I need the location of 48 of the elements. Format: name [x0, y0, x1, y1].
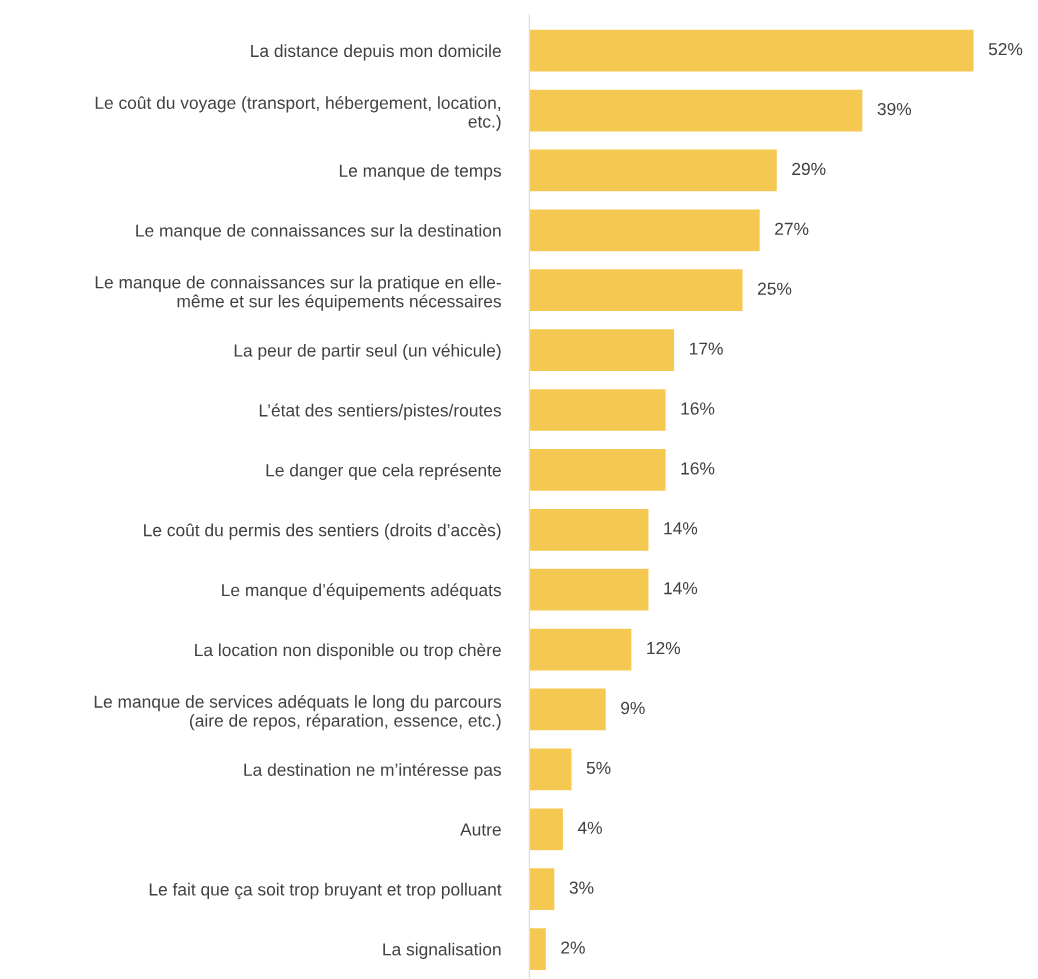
data-label: 16%: [681, 402, 715, 415]
data-label: 52%: [988, 42, 1023, 56]
y-tick-label: Le coût du voyage (transport, hébergement, location, etc.): [95, 96, 501, 132]
y-tick-label: Le manque d’équipements adéquats: [222, 583, 501, 600]
data-label: 16%: [681, 462, 715, 475]
bar: [529, 807, 565, 852]
bar: [529, 148, 779, 193]
y-tick-label: La peur de partir seul (un véhicule): [234, 343, 501, 361]
data-label: 9%: [621, 701, 645, 715]
bar: [529, 926, 548, 972]
data-label: 5%: [586, 761, 611, 775]
bar: [529, 687, 608, 732]
y-tick-label: Le coût du permis des sentiers (droits d’accès): [144, 523, 501, 540]
y-tick-label: Le manque de temps: [339, 164, 501, 181]
y-tick-label: La destination ne m’intéresse pas: [244, 762, 501, 780]
data-label: 14%: [664, 582, 698, 595]
data-label: 27%: [775, 222, 809, 235]
y-tick-label: Le manque de connaissances sur la pratique en elle- même et sur les équipements nécessaires: [95, 275, 501, 311]
y-tick-label: Le manque de services adéquats le long du parcours (aire de repos, réparation, essence, etc.): [94, 694, 502, 731]
bar: [529, 567, 650, 612]
data-label: 2%: [561, 941, 585, 954]
data-label: 25%: [758, 282, 792, 295]
bar: [529, 447, 667, 493]
bar: [529, 88, 864, 133]
bar: [529, 866, 556, 912]
y-tick-label: Le manque de connaissances sur la destination: [136, 224, 501, 241]
y-tick-label: L’état des sentiers/pistes/routes: [259, 403, 501, 420]
bar: [529, 747, 573, 792]
y-tick-label: La signalisation: [383, 942, 501, 959]
data-label: 39%: [877, 102, 912, 116]
bar: [529, 267, 744, 313]
data-label: 14%: [664, 522, 698, 535]
bar: [529, 507, 650, 553]
bar: [529, 208, 762, 253]
data-label: 12%: [647, 641, 681, 655]
data-label: 29%: [792, 162, 826, 176]
y-tick-label: Autre: [460, 823, 501, 836]
y-tick-label: Le danger que cela représente: [266, 463, 501, 480]
data-label: 3%: [569, 881, 594, 894]
data-label: 17%: [690, 342, 723, 355]
y-tick-label: La location non disponible ou trop chère: [195, 643, 501, 660]
y-tick-label: La distance depuis mon domicile: [251, 44, 501, 61]
bar: [529, 28, 975, 73]
bar: [529, 387, 667, 433]
bar: [529, 327, 676, 373]
bar: [529, 627, 633, 672]
data-label: 4%: [577, 821, 602, 834]
y-tick-label: Le fait que ça soit trop bruyant et trop polluant: [149, 882, 502, 900]
